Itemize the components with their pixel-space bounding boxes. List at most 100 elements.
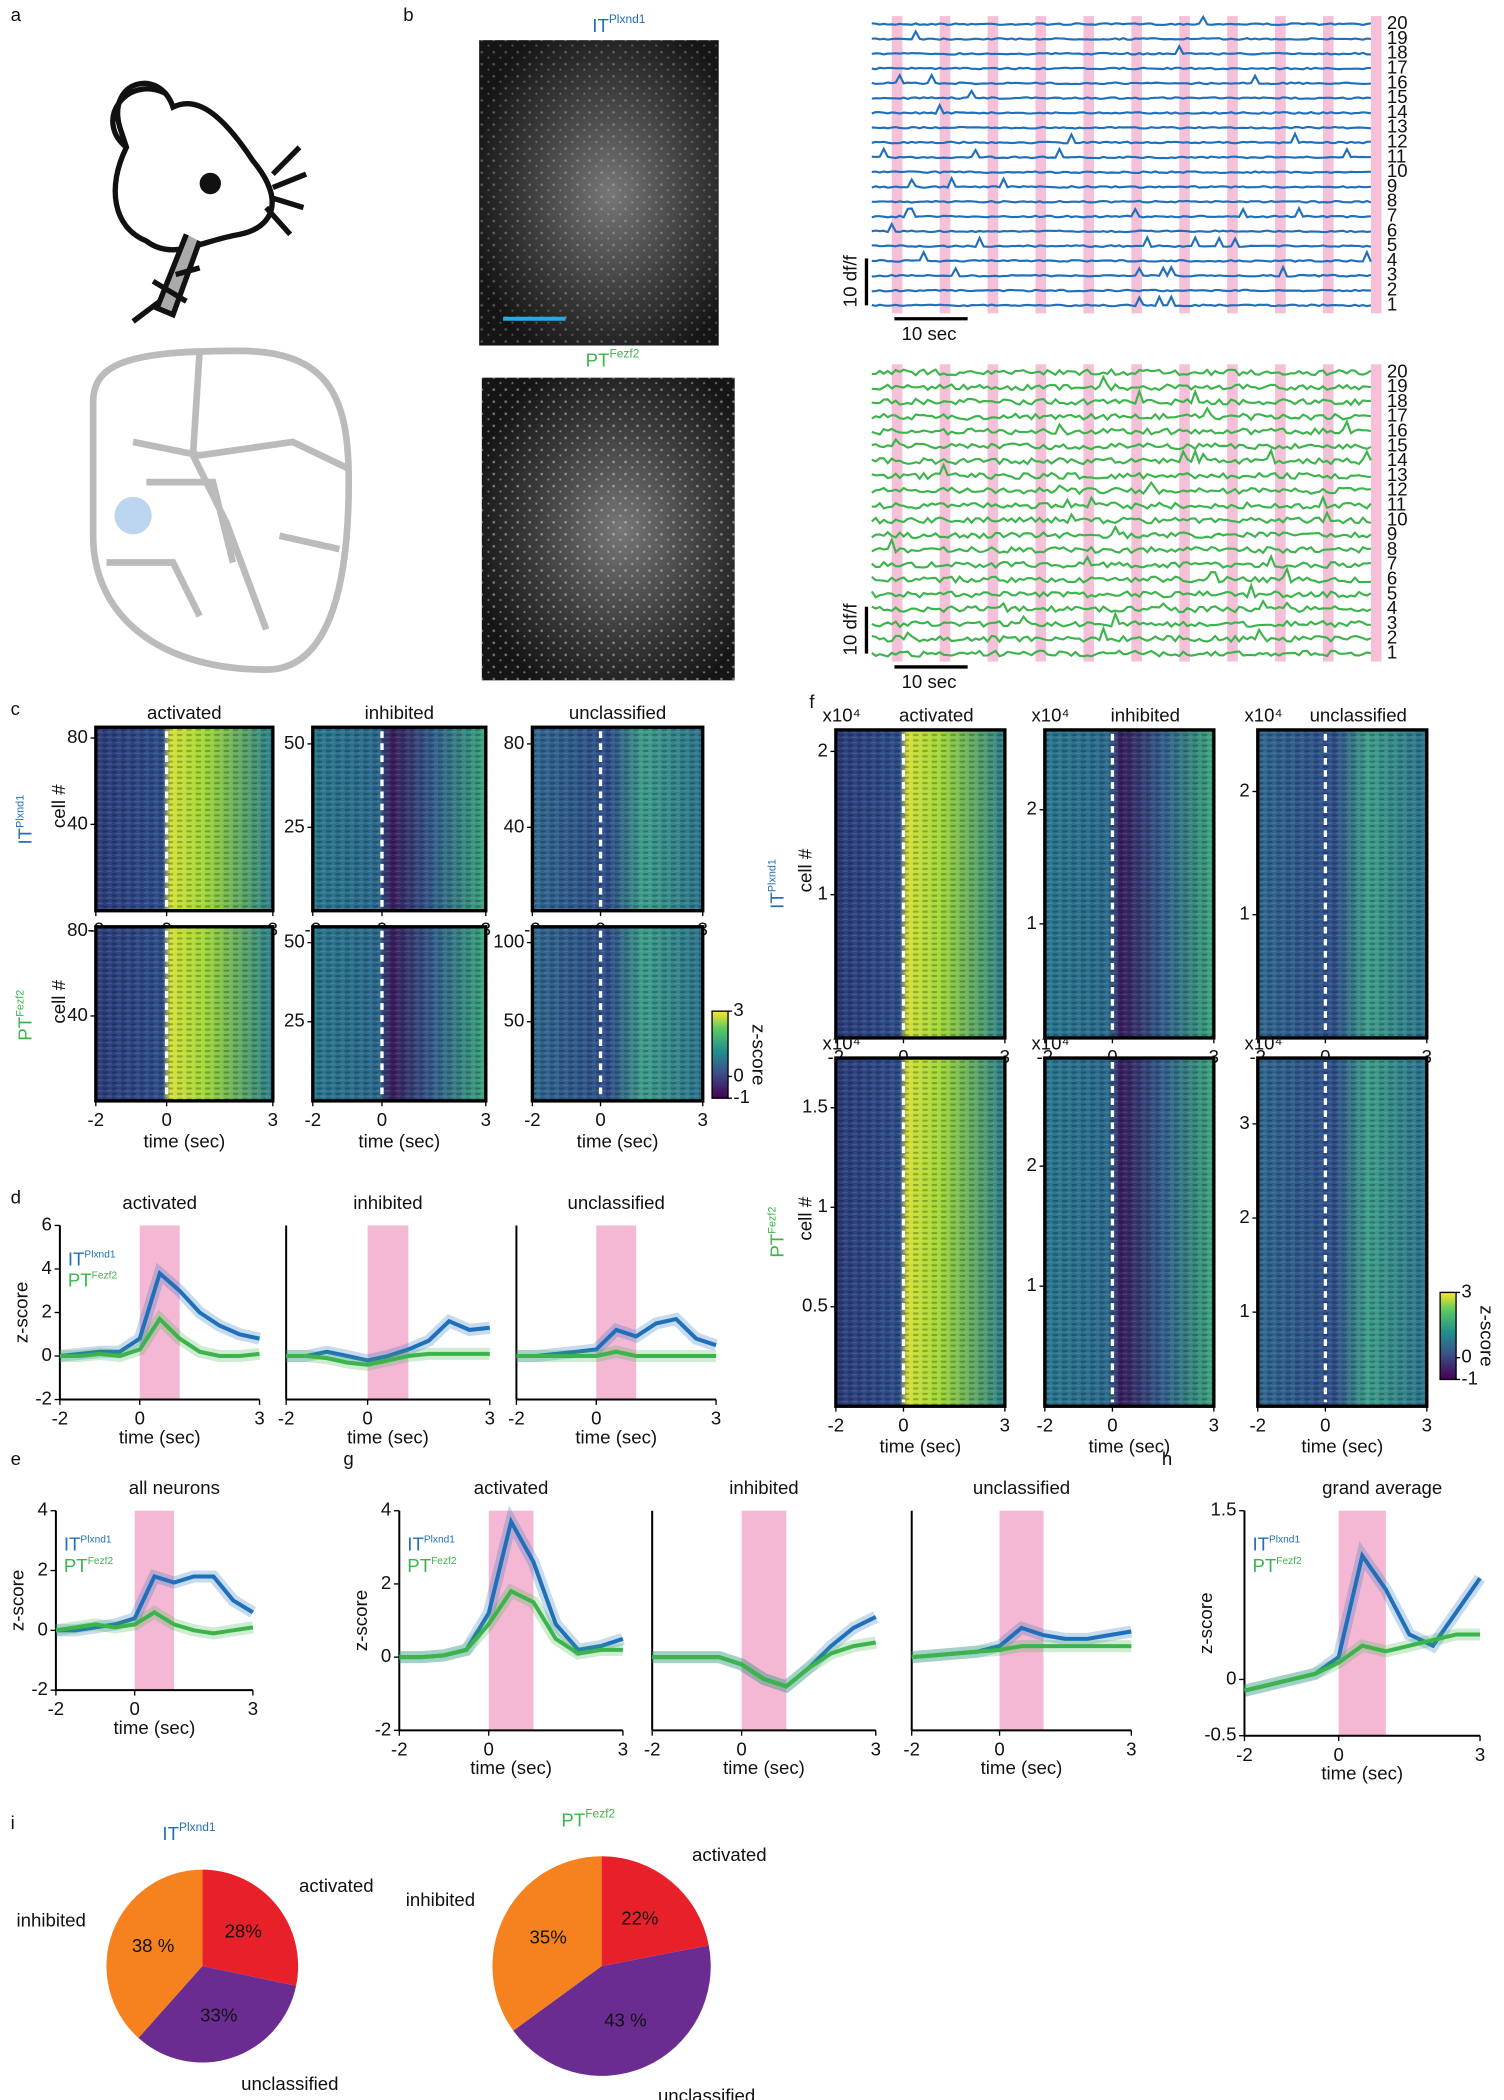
row-label: ITPlxnd1: [767, 859, 788, 909]
y-axis-label: z-score: [7, 1570, 28, 1631]
trace: [870, 582, 1372, 599]
x-tick-label: -2: [903, 1738, 920, 1759]
x-tick-label: 3: [248, 1698, 258, 1719]
colorbar-tick-label: -1: [733, 1086, 750, 1107]
df-scale-label: 10 df/f: [840, 603, 861, 656]
y-tick-label: 4: [42, 1257, 52, 1278]
x-tick-label: 0: [1107, 1414, 1117, 1435]
it-image-label: ITPlxnd1: [592, 12, 645, 36]
pie-title-main: PT: [561, 1809, 585, 1830]
heatmap-frame: [94, 725, 275, 913]
y-tick-label: 2: [42, 1300, 52, 1321]
pie-value-label: 22%: [621, 1907, 658, 1928]
x-axis-label: time (sec): [143, 1130, 225, 1151]
legend-entry-sup: Plxnd1: [84, 1249, 115, 1260]
time-scale-label: 10 sec: [902, 323, 957, 344]
trace: [871, 29, 1372, 41]
it-image-texture: [479, 40, 719, 346]
trace-label: 12: [1387, 130, 1408, 151]
x-tick-label: -2: [524, 1109, 541, 1130]
trace-label: 1: [1387, 293, 1397, 314]
x-axis-label: time (sec): [119, 1426, 201, 1447]
trace-label: 2: [1387, 278, 1397, 299]
x-tick-label: 0: [591, 1408, 601, 1429]
trace-label: 18: [1387, 390, 1408, 411]
trace: [871, 480, 1371, 496]
stimulus-stripe: [1035, 364, 1047, 662]
stimulus-window: [999, 1510, 1044, 1731]
y-tick-label: -2: [31, 1678, 48, 1699]
pie-title-sup: Fezf2: [585, 1807, 615, 1821]
y-tick-label: 80: [67, 726, 88, 747]
y-axis-label: z-score: [350, 1590, 371, 1651]
y-tick-label: 1.5: [1211, 1499, 1237, 1520]
row-label: PTFezf2: [767, 1207, 788, 1258]
pie-title: PTFezf2: [561, 1807, 615, 1831]
legend-entry-main: IT: [68, 1248, 85, 1269]
trace-label: 3: [1387, 264, 1397, 285]
chart-title: activated: [122, 1192, 197, 1213]
heatmap-frame: [1043, 728, 1216, 1040]
heatmap-title: activated: [899, 704, 974, 725]
chart-title: grand average: [1322, 1477, 1442, 1498]
heatmap-texture: [95, 727, 273, 911]
y-tick-label: 2: [1026, 1154, 1036, 1175]
colorbar: [711, 1010, 729, 1099]
legend-entry: PTFezf2: [1252, 1555, 1302, 1576]
chart-title: all neurons: [129, 1477, 220, 1498]
pie-category-label: inhibited: [17, 1909, 86, 1930]
y-tick-label: -2: [35, 1387, 52, 1408]
heatmap-texture: [1257, 729, 1427, 1038]
trace: [871, 131, 1371, 145]
y-tick-label: 4: [381, 1499, 391, 1520]
trace-label: 6: [1387, 567, 1397, 588]
trace-label: 11: [1387, 145, 1406, 166]
trace: [871, 367, 1372, 377]
x-tick-label: 3: [618, 1738, 628, 1759]
y-tick-label: 40: [67, 812, 88, 833]
heatmap-texture: [835, 1058, 1005, 1407]
trace: [871, 649, 1372, 658]
chart-title: inhibited: [729, 1477, 798, 1498]
x-tick-label: -2: [88, 1109, 105, 1130]
row-label-main: PT: [767, 1234, 788, 1258]
trace-label: 19: [1387, 375, 1408, 396]
trace-label: 16: [1387, 419, 1408, 440]
colorbar-tick-label: 0: [1461, 1346, 1471, 1367]
trace: [871, 249, 1372, 263]
legend-entry: PTFezf2: [407, 1555, 457, 1576]
x-tick-label: 0: [135, 1408, 145, 1429]
trace-label: 5: [1387, 234, 1397, 255]
trace: [871, 175, 1371, 189]
pie-slice: [513, 1945, 711, 2076]
y-axis-label: z-score: [1195, 1592, 1216, 1653]
y-tick-label: 2: [1239, 779, 1249, 800]
trace: [871, 625, 1372, 644]
x-tick-label: 3: [711, 1408, 721, 1429]
trace-label: 7: [1387, 204, 1397, 225]
row-label-sup: Plxnd1: [767, 859, 779, 892]
x-axis-label: time (sec): [1301, 1436, 1383, 1457]
x-tick-label: -2: [508, 1408, 525, 1429]
colorbar-tick-label: 3: [733, 999, 743, 1020]
trace: [871, 221, 1372, 234]
legend-entry: PTFezf2: [68, 1270, 118, 1291]
y-tick-label: 80: [504, 732, 525, 753]
y-axis-label: z-score: [11, 1282, 32, 1343]
heatmap-frame: [834, 1056, 1007, 1408]
stimulus-stripe: [1370, 16, 1382, 314]
trace: [871, 494, 1372, 510]
row-label-sup: Fezf2: [15, 990, 27, 1017]
stimulus-stripe: [1083, 364, 1095, 662]
trace-label: 8: [1387, 190, 1397, 211]
y-multiplier: x10⁴: [1032, 1033, 1070, 1054]
trace: [871, 610, 1371, 629]
y-multiplier: x10⁴: [1244, 704, 1282, 725]
y-tick-label: 2: [817, 739, 827, 760]
x-tick-label: 3: [871, 1738, 881, 1759]
x-axis-label: time (sec): [575, 1426, 657, 1447]
x-tick-label: 0: [362, 1408, 372, 1429]
y-tick-label: 1: [1026, 912, 1036, 933]
trace: [871, 264, 1372, 279]
trace: [871, 88, 1371, 100]
